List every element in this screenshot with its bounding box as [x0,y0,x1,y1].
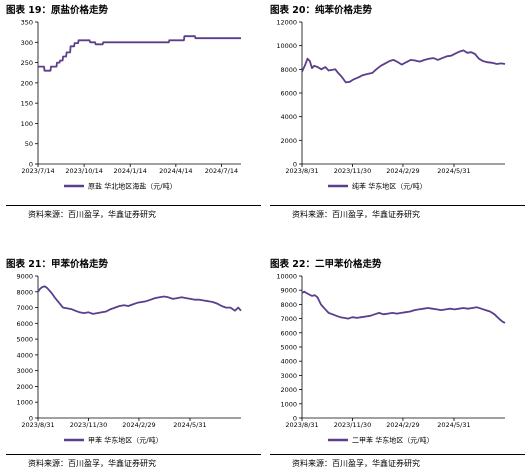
y-tick-label: 1000 [16,399,33,407]
y-tick-label: 8000 [16,288,33,296]
chart-salt-price: 0 50 100 150 200 250 300 350 2023/7/14 2023/10/14… [21,19,241,191]
y-tick-label: 6000 [280,329,297,337]
x-tick-label: 2023/11/30 [334,421,371,429]
series-line [37,285,242,315]
x-tick-label: 2024/5/31 [173,421,206,429]
x-tick-label: 2023/10/14 [65,167,102,175]
y-tick-label: 100 [21,120,33,128]
y-tick-label: 0 [29,161,33,169]
x-tick-label: 2023/8/31 [285,167,318,175]
x-tick-label: 2023/7/14 [21,167,54,175]
source-note: 资料来源：百川盈孚，华鑫证券研究 [28,210,156,219]
chart-toluene-price: 0 1000 2000 3000 4000 5000 6000 7000 8000 9000 202… [16,273,242,445]
source-divider [270,454,525,455]
y-tick-label: 5000 [280,344,297,352]
y-tick-label: 0 [293,161,297,169]
y-tick-label: 3000 [280,372,297,380]
y-tick-label: 12000 [276,19,297,27]
y-tick-label: 9000 [16,273,33,281]
y-tick-label: 4000 [280,113,297,121]
panel-toluene: 图表 21：甲苯价格走势 0 1000 2000 3000 4000 5000 6000 70… [6,256,261,470]
y-tick-label: 0 [29,415,33,423]
chart-title: 图表 19：原盐价格走势 [6,5,109,16]
y-tick-label: 3000 [16,367,33,375]
y-tick-label: 250 [21,59,33,67]
x-tick-label: 2024/5/31 [437,421,470,429]
y-tick-label: 0 [293,415,297,423]
y-tick-label: 200 [21,79,33,87]
x-tick-label: 2024/2/29 [386,421,419,429]
y-tick-label: 350 [21,19,33,27]
y-tick-label: 50 [25,140,33,148]
x-tick-label: 2024/4/14 [159,167,192,175]
x-tick-label: 2023/8/31 [285,421,318,429]
y-tick-label: 7000 [16,304,33,312]
x-tick-label: 2023/11/30 [334,167,371,175]
x-tick-label: 2023/11/30 [70,421,107,429]
chart-benzene-price: 0 2000 4000 6000 8000 10000 12000 2023/8/31 2023… [276,19,506,191]
legend-label: 二甲苯 华东地区（元/吨） [352,436,434,445]
y-tick-label: 10000 [276,273,297,281]
source-divider [6,205,261,206]
legend-label: 甲苯 华东地区（元/吨） [88,436,163,445]
panel-xylene: 图表 22：二甲苯价格走势 0 1000 2000 3000 4000 5000 6000 7… [270,256,525,470]
y-tick-label: 6000 [280,90,297,98]
y-tick-label: 2000 [280,137,297,145]
legend-label: 原盐 华北地区海盐（元/吨） [88,182,177,191]
y-tick-label: 8000 [280,66,297,74]
y-tick-label: 4000 [16,351,33,359]
x-tick-label: 2024/1/14 [114,167,147,175]
y-tick-label: 7000 [280,315,297,323]
x-tick-label: 2024/2/29 [122,421,155,429]
source-divider [270,205,525,206]
series-line [301,290,506,324]
chart-title: 图表 20：纯苯价格走势 [270,5,373,16]
y-tick-label: 2000 [280,386,297,394]
series-line [38,35,241,72]
y-tick-label: 1000 [280,400,297,408]
y-tick-label: 8000 [280,301,297,309]
y-tick-label: 5000 [16,336,33,344]
y-tick-label: 9000 [280,287,297,295]
source-note: 资料来源：百川盈孚，华鑫证券研究 [292,459,420,468]
y-tick-label: 2000 [16,383,33,391]
y-tick-label: 300 [21,39,33,47]
y-tick-label: 10000 [276,42,297,50]
chart-title: 图表 21：甲苯价格走势 [6,259,109,270]
x-tick-label: 2024/2/29 [386,167,419,175]
x-tick-label: 2024/5/31 [437,167,470,175]
source-note: 资料来源：百川盈孚，华鑫证券研究 [292,210,420,219]
legend-label: 纯苯 华东地区（元/吨） [352,182,427,191]
chart-xylene-price: 0 1000 2000 3000 4000 5000 6000 7000 8000 9000 100… [276,273,506,445]
y-tick-label: 150 [21,100,33,108]
chart-title: 图表 22：二甲苯价格走势 [270,259,382,270]
panel-salt: 图表 19：原盐价格走势 0 50 100 150 200 250 300 350 2023/7… [6,2,261,227]
x-tick-label: 2023/8/31 [21,421,54,429]
panel-benzene: 图表 20：纯苯价格走势 0 2000 4000 6000 8000 10000 12000… [270,2,525,227]
y-tick-label: 4000 [280,358,297,366]
source-note: 资料来源：百川盈孚，华鑫证券研究 [28,459,156,468]
source-divider [6,454,261,455]
x-tick-label: 2024/7/14 [205,167,238,175]
y-tick-label: 6000 [16,320,33,328]
series-line [301,49,506,84]
